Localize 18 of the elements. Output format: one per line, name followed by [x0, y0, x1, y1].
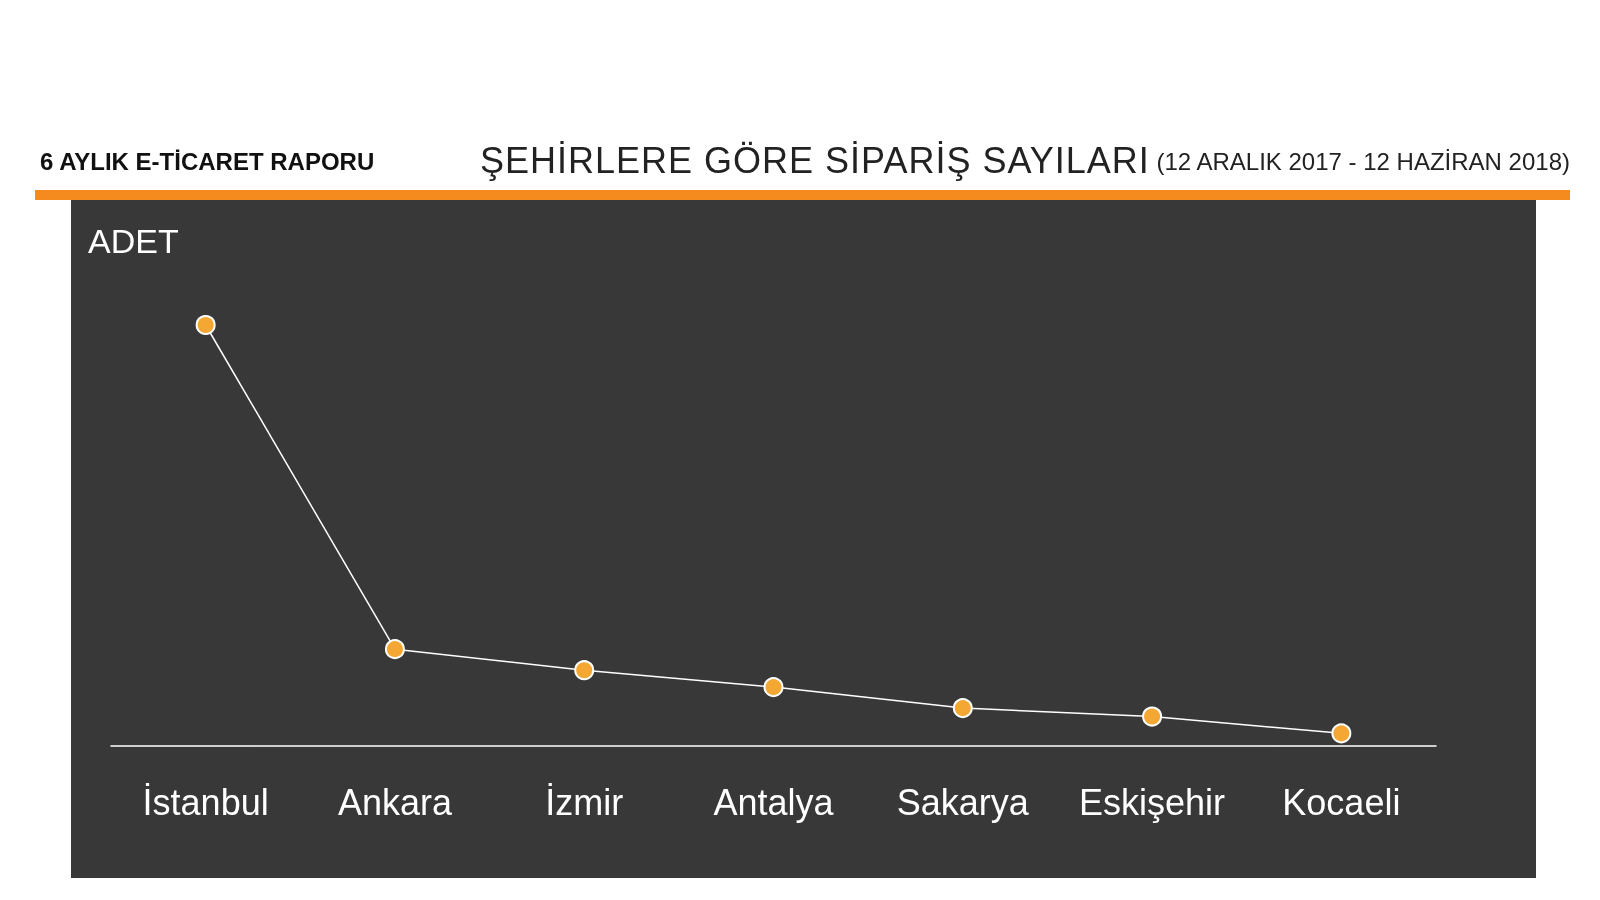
- chart-title: ŞEHİRLERE GÖRE SİPARİŞ SAYILARI: [480, 140, 1150, 182]
- y-axis-title: ADET: [88, 222, 179, 261]
- x-tick-label: İzmir: [545, 781, 624, 823]
- point: [574, 660, 595, 681]
- point: [1331, 723, 1352, 744]
- x-tick-label: Eskişehir: [1079, 781, 1226, 823]
- point: [195, 315, 216, 335]
- point: [763, 677, 784, 698]
- point: [1142, 706, 1163, 727]
- point: [384, 639, 405, 660]
- point: [952, 698, 973, 719]
- x-tick-label: İstanbul: [142, 781, 269, 823]
- x-tick-label: Ankara: [337, 781, 453, 823]
- x-tick-label: Antalya: [713, 781, 835, 823]
- x-tick-label: Sakarya: [896, 781, 1030, 823]
- chart-subtitle: 6 AYLIK E-TİCARET RAPORU: [40, 148, 375, 176]
- x-tick-label: Kocaeli: [1282, 781, 1401, 823]
- text: (12 ARALIK 2017 - 12 HAZİRAN 2018): [1156, 148, 1570, 176]
